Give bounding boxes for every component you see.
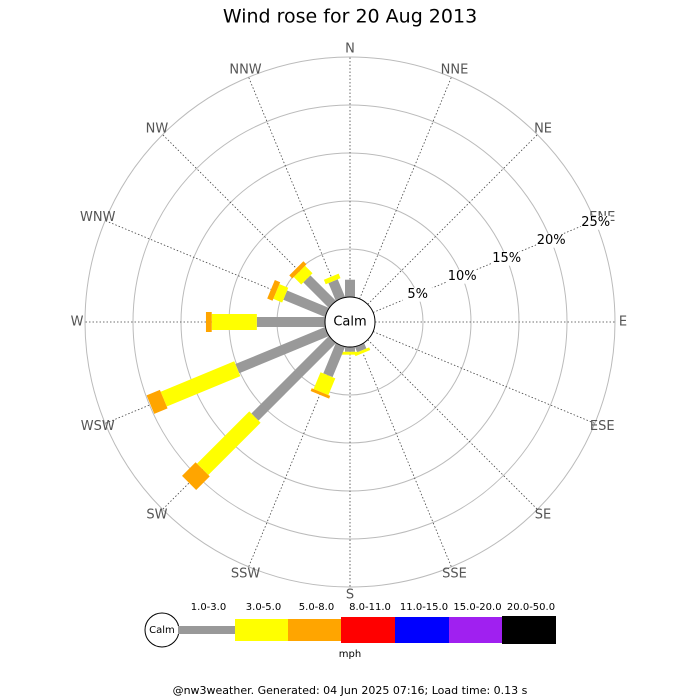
wind-bar [354,347,371,357]
legend-swatch [341,617,395,643]
legend-label: 15.0-20.0 [453,602,501,613]
wind-bar [160,361,241,407]
wind-bar [345,347,355,352]
wind-bar [251,336,336,421]
wind-bar [283,290,329,318]
spoke [359,77,452,300]
wind-bar [267,280,281,301]
pct-label-bg [447,269,478,284]
legend-swatch [502,616,556,644]
wind-bar [289,261,307,279]
direction-label: SSE [442,567,467,582]
direction-label: W [71,315,84,330]
r-tick-label: 20% [537,233,566,248]
spoke [359,344,452,567]
wind-bar [328,279,346,301]
direction-label: WNW [80,210,116,225]
unit-label: mph [339,649,361,660]
r-tick-label: 5% [407,287,428,302]
direction-label: SW [146,508,167,523]
wind-bar [323,273,341,285]
legend-label: 3.0-5.0 [246,602,281,613]
legend-label: 20.0-50.0 [507,602,555,613]
direction-label: N [345,42,355,57]
direction-label: SE [535,508,551,523]
wind-bar [313,372,336,396]
wind-bar [303,275,336,308]
spoke [367,134,538,305]
wind-bar [354,343,367,353]
grid-ring [84,56,616,588]
r-tick-label: 10% [448,269,477,284]
legend-swatch [395,617,449,643]
wind-bar [293,265,313,285]
chart-title: Wind rose for 20 Aug 2013 [223,6,477,28]
direction-label: NNW [229,62,261,77]
grid-ring [132,104,568,540]
legend-swatch [288,619,341,641]
footer: @nw3weather. Generated: 04 Jun 2025 07:1… [173,684,528,697]
direction-label: E [619,315,627,330]
wind-bar [310,388,331,399]
wind-bar [182,462,210,490]
calm-circle [324,296,376,348]
spoke [248,77,341,300]
calm-label: Calm [333,315,366,330]
wind-bar [235,326,329,374]
wind-bar [273,284,289,303]
direction-label: SSW [231,567,261,582]
wind-bar [342,351,358,355]
wind-bar [345,279,355,297]
pct-label-bg [580,215,611,230]
wind-bar [205,312,212,332]
spoke [367,339,538,510]
wind-bar [197,411,261,475]
pct-label-bg [536,233,567,248]
legend-label: 1.0-3.0 [191,602,226,613]
direction-label: NNE [441,62,469,77]
wind-bar [323,343,346,378]
direction-label: NE [534,121,552,136]
legend-swatch [235,619,288,641]
wind-bar [256,317,325,327]
legend-swatch [178,626,235,634]
legend-label: 8.0-11.0 [349,602,391,613]
legend-label: 5.0-8.0 [299,602,334,613]
direction-label: S [346,588,354,603]
pct-label-bg [402,287,433,302]
direction-label: WSW [81,419,115,434]
r-tick-label: 15% [492,251,521,266]
pct-label-bg [491,251,522,266]
wind-bar [211,314,257,330]
spoke [372,331,595,424]
legend-calm-label: Calm [149,625,175,636]
direction-label: NW [146,121,169,136]
wind-bar [146,389,168,414]
r-tick-label: 25% [581,215,610,230]
legend-label: 11.0-15.0 [400,602,448,613]
legend-swatch [449,617,502,643]
direction-label: ESE [590,419,615,434]
